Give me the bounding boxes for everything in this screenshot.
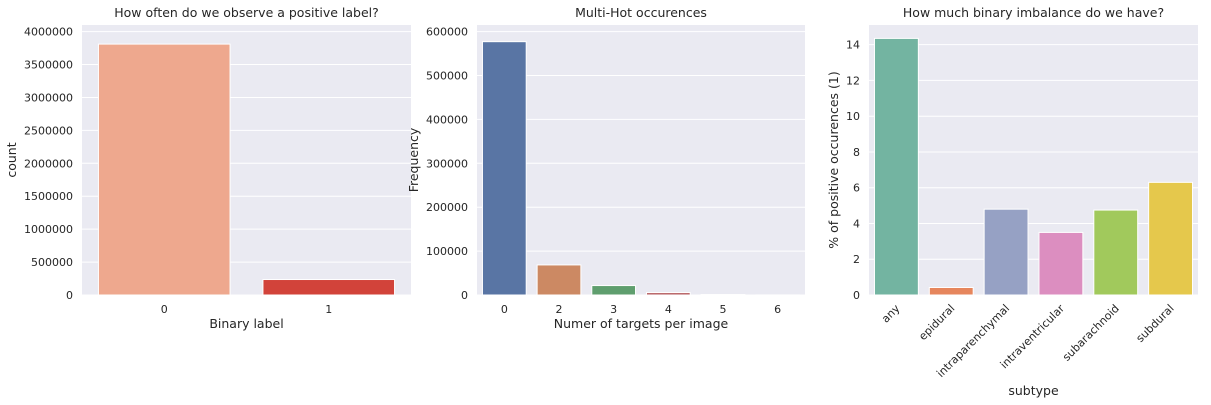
chart-2-plot-area bbox=[869, 25, 1198, 296]
y-tick-label: 1000000 bbox=[24, 223, 73, 236]
x-tick-label: 2 bbox=[556, 303, 563, 316]
bar bbox=[591, 285, 637, 296]
chart-binary-imbalance: How much binary imbalance do we have? su… bbox=[826, 5, 1198, 398]
bar bbox=[645, 292, 691, 296]
bar bbox=[928, 286, 974, 296]
bar bbox=[873, 37, 919, 296]
y-tick-label: 100000 bbox=[426, 245, 468, 258]
chart-1-ylabel: Frequency bbox=[406, 127, 421, 192]
y-tick-label: 400000 bbox=[426, 113, 468, 126]
chart-2-xlabel: subtype bbox=[1008, 383, 1059, 398]
bar bbox=[481, 41, 527, 296]
chart-1-xlabel: Numer of targets per image bbox=[554, 316, 729, 331]
y-tick-label: 8 bbox=[853, 146, 860, 159]
y-tick-label: 3500000 bbox=[24, 59, 73, 72]
y-tick-label: 500000 bbox=[31, 256, 73, 269]
bar bbox=[1038, 231, 1084, 296]
chart-1-title: Multi-Hot occurences bbox=[575, 5, 707, 20]
y-tick-label: 2500000 bbox=[24, 124, 73, 137]
x-tick-label: epidural bbox=[916, 302, 957, 343]
y-tick-label: 2000000 bbox=[24, 157, 73, 170]
x-tick-label: 1 bbox=[325, 303, 332, 316]
y-tick-label: 4 bbox=[853, 217, 860, 230]
chart-0-ylabel: count bbox=[4, 142, 19, 177]
y-tick-label: 6 bbox=[853, 182, 860, 195]
x-tick-label: 0 bbox=[161, 303, 168, 316]
y-tick-label: 600000 bbox=[426, 26, 468, 39]
plot-background bbox=[869, 25, 1198, 295]
x-tick-label: 5 bbox=[720, 303, 727, 316]
y-tick-label: 4000000 bbox=[24, 26, 73, 39]
y-tick-label: 14 bbox=[846, 39, 860, 52]
y-tick-label: 300000 bbox=[426, 157, 468, 170]
y-tick-label: 200000 bbox=[426, 201, 468, 214]
x-tick-label: any bbox=[879, 302, 903, 326]
chart-multi-hot-occurences: Multi-Hot occurences Numer of targets pe… bbox=[406, 5, 805, 331]
bar bbox=[1148, 181, 1194, 296]
chart-2-title: How much binary imbalance do we have? bbox=[903, 5, 1164, 20]
x-tick-label: 6 bbox=[774, 303, 781, 316]
chart-1-plot-area bbox=[477, 25, 805, 296]
bar bbox=[1093, 209, 1139, 296]
chart-0-plot-area bbox=[82, 25, 411, 296]
bar bbox=[536, 264, 582, 296]
bar bbox=[97, 43, 231, 296]
y-tick-label: 3000000 bbox=[24, 91, 73, 104]
y-tick-label: 500000 bbox=[426, 69, 468, 82]
bar bbox=[983, 208, 1029, 296]
x-tick-label: 3 bbox=[610, 303, 617, 316]
chart-0-xlabel: Binary label bbox=[209, 316, 283, 331]
chart-0-title: How often do we observe a positive label… bbox=[114, 5, 379, 20]
chart-positive-label-count: How often do we observe a positive label… bbox=[4, 5, 411, 331]
x-tick-label: subdural bbox=[1134, 302, 1177, 345]
x-tick-label: 4 bbox=[665, 303, 672, 316]
x-tick-label: subarachnoid bbox=[1060, 302, 1122, 364]
chart-2-ylabel: % of positive occurences (1) bbox=[826, 71, 841, 248]
x-tick-label: 0 bbox=[501, 303, 508, 316]
y-tick-label: 10 bbox=[846, 110, 860, 123]
bar bbox=[262, 279, 396, 296]
y-tick-label: 1500000 bbox=[24, 190, 73, 203]
plot-background bbox=[477, 25, 805, 295]
y-tick-label: 0 bbox=[66, 289, 73, 302]
y-tick-label: 2 bbox=[853, 253, 860, 266]
y-tick-label: 0 bbox=[461, 289, 468, 302]
y-tick-label: 12 bbox=[846, 74, 860, 87]
y-tick-label: 0 bbox=[853, 289, 860, 302]
